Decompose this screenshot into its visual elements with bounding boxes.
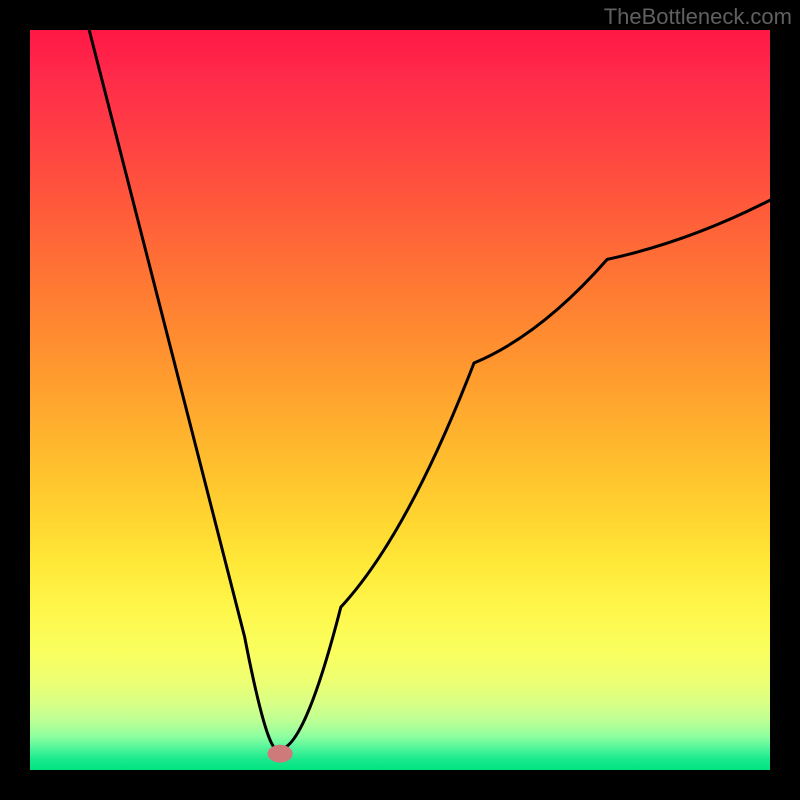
watermark-text: TheBottleneck.com — [604, 4, 792, 30]
gradient-background — [30, 30, 770, 770]
chart-frame: TheBottleneck.com — [0, 0, 800, 800]
bottleneck-chart-svg — [30, 30, 770, 770]
plot-area — [30, 30, 770, 770]
optimum-marker — [268, 745, 293, 763]
